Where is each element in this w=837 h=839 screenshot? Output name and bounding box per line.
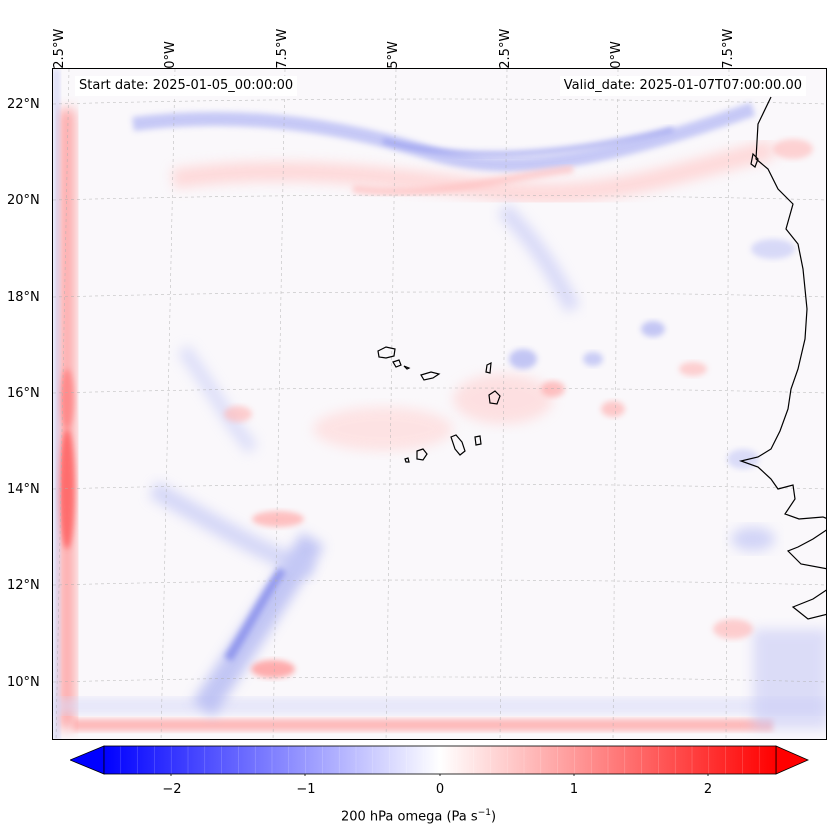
gridlines [53,69,826,739]
island-sao-nicolau [420,371,441,381]
island-maio [474,435,482,446]
island-santiago [450,434,466,456]
island-sao-vicente [392,359,402,368]
lat-label-20n: 20°N [7,193,40,208]
colorbar-units-exponent: −1 [477,808,491,818]
lat-label-12n: 12°N [7,578,40,593]
colorbar-steps [120,746,760,774]
valid-date-label: Valid_date: 2025-01-07T07:00:00.00 [559,76,806,96]
omega-contours [53,69,826,739]
colorbar-tick-marks [170,774,709,776]
lat-label-18n: 18°N [7,290,40,305]
island-sal [485,361,492,374]
island-santo-antao [377,346,396,359]
lat-label-14n: 14°N [7,482,40,497]
island-boa-vista [488,390,501,405]
colorbar-tick-0: 0 [435,782,445,797]
colorbar-tick-neg2: −2 [162,782,182,797]
colorbar-tick-1: 1 [569,782,579,797]
colorbar [70,745,809,776]
lat-label-22n: 22°N [7,97,40,112]
start-date-label: Start date: 2025-01-05_00:00:00 [75,76,298,96]
omega-field-map [53,69,826,739]
south-boundary-ascent [73,719,773,731]
colorbar-tick-neg1: −1 [296,782,316,797]
map-panel[interactable] [52,68,827,740]
island-fogo [416,448,428,461]
coastline [738,96,826,620]
colorbar-tick-2: 2 [703,782,713,797]
colorbar-high-extend [775,745,809,775]
island-santa-luzia [403,365,411,370]
colorbar-units: Pa s [451,809,478,825]
colorbar-label: 200 hPa omega (Pa s−1) [340,808,497,825]
lat-label-16n: 16°N [7,386,40,401]
cape-verde-islands [377,346,501,463]
island-brava [404,457,410,463]
northern-descent-band [132,102,756,172]
colorbar-low-extend [70,745,105,775]
lat-label-10n: 10°N [7,675,40,690]
colorbar-variable: 200 hPa omega [340,809,443,825]
